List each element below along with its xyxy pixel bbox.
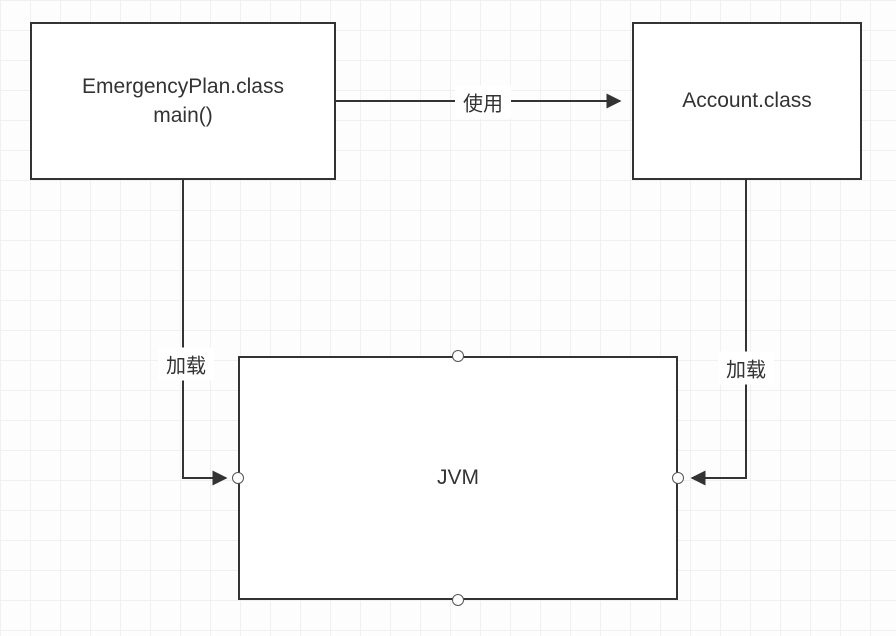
node-jvm: JVM [238, 356, 678, 600]
node-line: main() [153, 101, 213, 130]
port-circle-icon [452, 350, 464, 362]
port-circle-icon [452, 594, 464, 606]
edge-load-left [183, 180, 226, 478]
port-circle-icon [232, 472, 244, 484]
node-emergencyplan: EmergencyPlan.class main() [30, 22, 336, 180]
node-account: Account.class [632, 22, 862, 180]
edge-label-load-right: 加载 [718, 352, 774, 385]
node-line: Account.class [682, 86, 812, 115]
edge-load-right [692, 180, 746, 478]
edge-label-load-left: 加载 [158, 348, 214, 381]
node-line: EmergencyPlan.class [82, 72, 284, 101]
port-circle-icon [672, 472, 684, 484]
node-line: JVM [437, 463, 479, 492]
edge-label-use: 使用 [455, 86, 511, 119]
diagram-canvas: EmergencyPlan.class main() Account.class… [0, 0, 896, 636]
